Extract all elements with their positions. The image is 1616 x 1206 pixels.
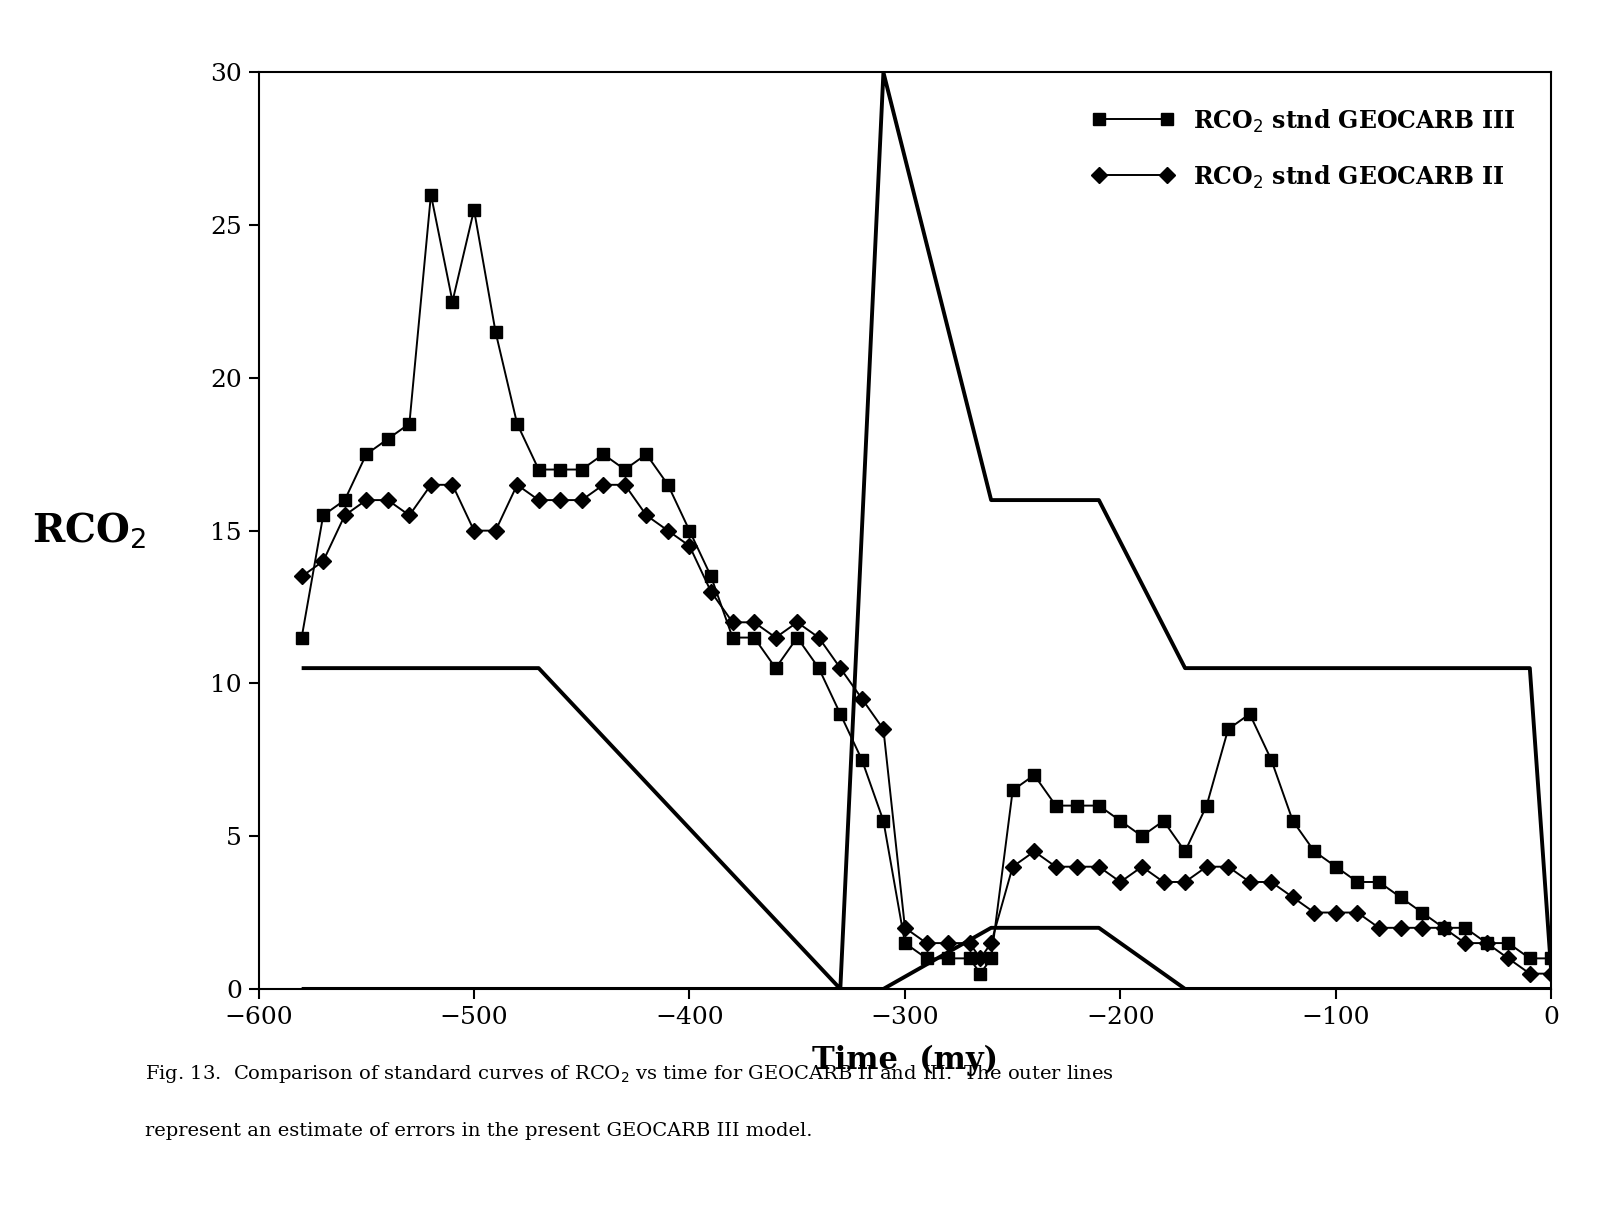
RCO$_2$ stnd GEOCARB III [971,966,991,980]
Text: RCO$_2$: RCO$_2$ [32,510,145,551]
RCO$_2$ stnd GEOCARB III [422,187,441,201]
RCO$_2$ stnd GEOCARB III [680,523,700,538]
RCO$_2$ stnd GEOCARB III [528,462,548,476]
Text: Fig. 13.  Comparison of standard curves of RCO$_2$ vs time for GEOCARB II and II: Fig. 13. Comparison of standard curves o… [145,1064,1115,1085]
RCO$_2$ stnd GEOCARB III [1542,952,1561,966]
RCO$_2$ stnd GEOCARB III [722,631,742,645]
RCO$_2$ stnd GEOCARB II [680,539,700,554]
RCO$_2$ stnd GEOCARB II [1089,860,1109,874]
RCO$_2$ stnd GEOCARB III [292,631,312,645]
RCO$_2$ stnd GEOCARB II [292,569,312,584]
RCO$_2$ stnd GEOCARB II [422,478,441,492]
Legend: RCO$_2$ stnd GEOCARB III, RCO$_2$ stnd GEOCARB II: RCO$_2$ stnd GEOCARB III, RCO$_2$ stnd G… [1068,84,1540,215]
RCO$_2$ stnd GEOCARB II [1542,966,1561,980]
RCO$_2$ stnd GEOCARB III [745,631,764,645]
Line: RCO$_2$ stnd GEOCARB III: RCO$_2$ stnd GEOCARB III [296,188,1558,980]
X-axis label: Time  (my): Time (my) [811,1046,999,1077]
RCO$_2$ stnd GEOCARB III [637,447,656,462]
Text: represent an estimate of errors in the present GEOCARB III model.: represent an estimate of errors in the p… [145,1122,813,1140]
RCO$_2$ stnd GEOCARB II [745,615,764,630]
RCO$_2$ stnd GEOCARB II [722,615,742,630]
Line: RCO$_2$ stnd GEOCARB II: RCO$_2$ stnd GEOCARB II [296,479,1556,979]
RCO$_2$ stnd GEOCARB II [1521,966,1540,980]
RCO$_2$ stnd GEOCARB II [637,508,656,522]
RCO$_2$ stnd GEOCARB II [528,493,548,508]
RCO$_2$ stnd GEOCARB III [1110,814,1130,829]
